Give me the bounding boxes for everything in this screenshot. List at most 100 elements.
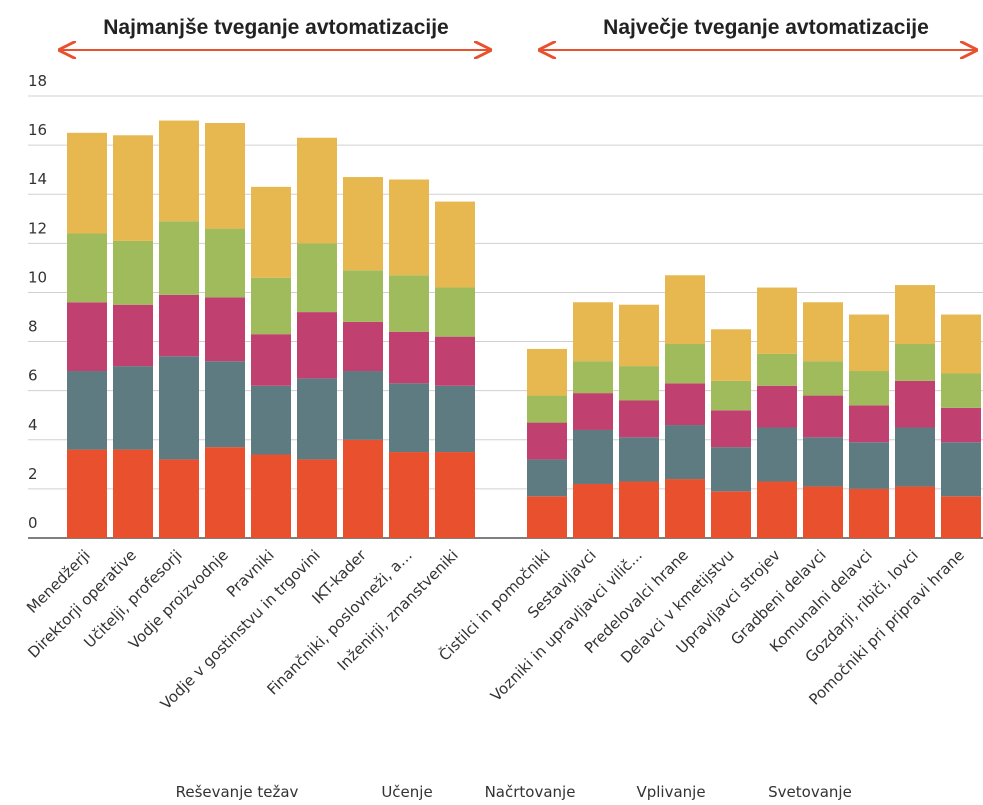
bar-segment xyxy=(619,437,659,482)
bar-segment xyxy=(711,380,751,411)
bar-segment xyxy=(849,488,889,538)
annotation: Najmanjše tveganje avtomatizacije xyxy=(103,16,449,39)
bar-segment xyxy=(159,459,199,538)
bar-segment xyxy=(941,442,981,497)
bar-segment xyxy=(435,287,475,337)
bar-segment xyxy=(389,383,429,453)
bar-segment xyxy=(527,496,567,538)
bar-segment xyxy=(205,123,245,229)
legend-label: Svetovanje xyxy=(768,783,852,801)
annotation: Največje tveganje avtomatizacije xyxy=(603,16,929,39)
bar-segment xyxy=(343,270,383,322)
bar-segment xyxy=(849,314,889,372)
bar-segment xyxy=(297,312,337,379)
bar-segment xyxy=(205,297,245,362)
y-tick-label: 18 xyxy=(28,72,47,90)
bar-segment xyxy=(803,302,843,362)
bar-segment xyxy=(803,361,843,396)
bar-segment xyxy=(849,371,889,406)
bar-segment xyxy=(711,410,751,448)
bar-segment xyxy=(757,353,797,386)
bar-segment xyxy=(435,336,475,386)
bar-segment xyxy=(573,302,613,362)
legend-label: Načrtovanje xyxy=(485,783,576,801)
bar-segment xyxy=(895,427,935,487)
bar-segment xyxy=(573,429,613,484)
bar-segment xyxy=(757,481,797,538)
y-tick-label: 14 xyxy=(28,170,47,188)
y-tick-label: 8 xyxy=(28,318,38,336)
bar-segment xyxy=(251,277,291,335)
bar-segment xyxy=(113,135,153,241)
bar-segment xyxy=(435,452,475,538)
bar-segment xyxy=(159,356,199,460)
bar-segment xyxy=(665,479,705,538)
bar-segment xyxy=(665,383,705,426)
bar-segment xyxy=(849,442,889,489)
y-tick-label: 2 xyxy=(28,465,38,483)
bar-segment xyxy=(113,240,153,305)
bar-segment xyxy=(113,304,153,367)
bar-segment xyxy=(343,321,383,372)
bar-segment xyxy=(67,449,107,538)
bar-segment xyxy=(159,294,199,357)
bar-segment xyxy=(757,385,797,428)
bar-segment xyxy=(251,186,291,278)
bar-segment xyxy=(895,285,935,345)
bar-segment xyxy=(297,243,337,313)
bar-segment xyxy=(113,366,153,450)
legend-label: Reševanje težav xyxy=(176,783,299,801)
bar-segment xyxy=(67,132,107,234)
bar-segment xyxy=(343,371,383,440)
y-tick-label: 4 xyxy=(28,416,38,434)
bar-segment xyxy=(895,486,935,538)
y-tick-label: 0 xyxy=(28,514,38,532)
legend-label: Učenje xyxy=(381,783,432,801)
y-tick-label: 10 xyxy=(28,268,47,286)
bar-segment xyxy=(205,228,245,298)
bar-segment xyxy=(297,137,337,244)
bar-segment xyxy=(849,405,889,443)
y-tick-label: 12 xyxy=(28,219,47,237)
bar-segment xyxy=(159,120,199,222)
bar-segment xyxy=(941,314,981,374)
bar-segment xyxy=(895,380,935,428)
bar-segment xyxy=(573,393,613,430)
bar-segment xyxy=(527,422,567,460)
y-tick-label: 6 xyxy=(28,367,38,385)
bar-segment xyxy=(803,486,843,538)
bar-segment xyxy=(205,361,245,448)
bar-segment xyxy=(389,275,429,332)
bar-segment xyxy=(205,447,245,538)
bar-segment xyxy=(343,177,383,271)
bar-segment xyxy=(113,449,153,538)
bar-segment xyxy=(941,373,981,408)
bar-segment xyxy=(251,385,291,455)
bar-segment xyxy=(435,385,475,453)
bar-segment xyxy=(941,496,981,538)
bar-segment xyxy=(573,361,613,394)
bar-segment xyxy=(711,491,751,538)
bar-segment xyxy=(251,334,291,386)
bar-segment xyxy=(619,400,659,438)
bar-segment xyxy=(527,395,567,423)
bar-segment xyxy=(619,366,659,401)
bar-segment xyxy=(527,348,567,396)
bar-segment xyxy=(619,304,659,367)
bar-segment xyxy=(159,221,199,295)
bar-segment xyxy=(665,425,705,480)
bar-segment xyxy=(67,371,107,450)
bar-segment xyxy=(251,454,291,538)
bar-segment xyxy=(343,439,383,538)
bar-segment xyxy=(803,437,843,487)
bar-segment xyxy=(297,459,337,538)
bar-segment xyxy=(711,329,751,381)
bar-segment xyxy=(389,452,429,538)
bar-segment xyxy=(389,179,429,276)
bar-segment xyxy=(757,427,797,482)
bar-segment xyxy=(297,378,337,460)
bar-segment xyxy=(941,407,981,443)
bar-segment xyxy=(711,447,751,492)
bar-segment xyxy=(665,344,705,384)
